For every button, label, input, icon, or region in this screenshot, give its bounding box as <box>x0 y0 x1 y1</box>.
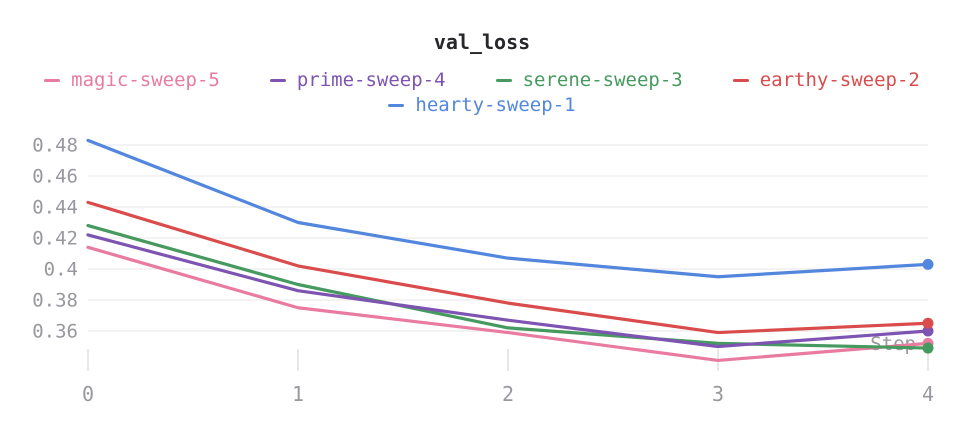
legend-label: earthy-sweep-2 <box>759 69 920 91</box>
y-tick-label: 0.4 <box>44 259 78 281</box>
legend-swatch-icon <box>44 78 61 83</box>
x-tick-label: 1 <box>292 382 304 406</box>
y-tick-label: 0.36 <box>32 321 78 343</box>
chart-legend: magic-sweep-5 prime-sweep-4 serene-sweep-3… <box>0 68 964 118</box>
legend-row-2: hearty-sweep-1 <box>0 93 964 118</box>
legend-swatch-icon <box>388 103 405 108</box>
legend-item-earthy-sweep-2[interactable]: earthy-sweep-2 <box>732 68 920 93</box>
legend-swatch-icon <box>495 78 512 83</box>
chart-title: val_loss <box>433 30 531 54</box>
x-tick-label: 3 <box>712 382 724 406</box>
series-line-serene-sweep-3[interactable] <box>86 224 930 350</box>
end-point-earthy-sweep-2[interactable] <box>922 317 934 329</box>
y-tick-label: 0.42 <box>32 228 78 250</box>
end-point-prime-sweep-4[interactable] <box>922 325 934 337</box>
legend-label: hearty-sweep-1 <box>415 94 576 116</box>
y-tick-label: 0.44 <box>32 197 78 219</box>
series-line-earthy-sweep-2[interactable] <box>86 200 930 335</box>
series-line-prime-sweep-4[interactable] <box>86 233 930 349</box>
legend-label: magic-sweep-5 <box>71 69 220 91</box>
end-point-hearty-sweep-1[interactable] <box>922 258 934 270</box>
legend-item-magic-sweep-5[interactable]: magic-sweep-5 <box>44 68 220 93</box>
legend-item-serene-sweep-3[interactable]: serene-sweep-3 <box>495 68 683 93</box>
y-tick-label: 0.46 <box>32 166 78 188</box>
x-tick-label: 0 <box>82 382 94 406</box>
legend-row-1: magic-sweep-5 prime-sweep-4 serene-sweep-3… <box>0 68 964 93</box>
series-line-magic-sweep-5[interactable] <box>86 245 930 363</box>
legend-label: prime-sweep-4 <box>296 69 446 91</box>
x-tick-label: 4 <box>922 382 934 406</box>
legend-swatch-icon <box>269 78 286 83</box>
y-tick-label: 0.48 <box>32 135 78 157</box>
legend-label: serene-sweep-3 <box>522 69 683 91</box>
y-tick-label: 0.38 <box>32 290 78 312</box>
series-line-hearty-sweep-1[interactable] <box>86 138 930 279</box>
end-point-serene-sweep-3[interactable] <box>922 342 934 354</box>
x-tick-label: 2 <box>502 382 514 406</box>
x-axis-label: Step <box>870 333 916 355</box>
legend-item-hearty-sweep-1[interactable]: hearty-sweep-1 <box>388 93 576 118</box>
legend-item-prime-sweep-4[interactable]: prime-sweep-4 <box>269 68 446 93</box>
legend-swatch-icon <box>732 78 749 83</box>
